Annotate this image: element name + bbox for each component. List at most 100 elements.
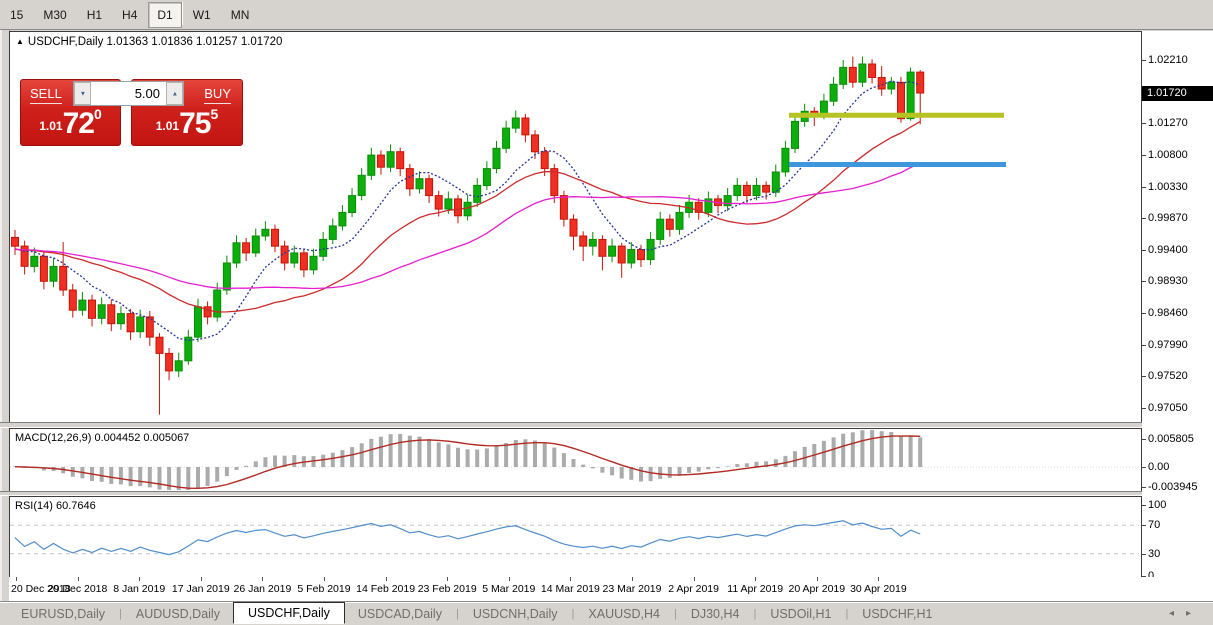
tab-separator: | [845,607,849,620]
toolbar-separator [181,2,183,25]
price-axis-label: 1.02210 [1148,54,1188,66]
tab-separator: | [455,607,459,620]
chart-ohlc-values: 1.01363 1.01836 1.01257 1.01720 [106,36,283,48]
chart-symbol-label: USDCHF,Daily [27,36,104,48]
tab-usdchf-h1[interactable]: USDCHF,H1 [862,606,933,621]
timeframe-button-mn[interactable]: MN [230,7,250,22]
rsi-label: RSI(14) 60.7646 [15,500,96,512]
date-axis-label: 2 Apr 2019 [668,583,719,595]
sell-price[interactable]: 1.01720 [21,106,120,141]
tab-usdcad-daily[interactable]: USDCAD,Daily [357,606,442,621]
timeframe-button-h1[interactable]: H1 [86,7,103,22]
price-axis-label: 0.98460 [1148,307,1188,319]
date-axis-label: 5 Mar 2019 [482,583,536,595]
date-tick [570,577,572,581]
date-tick [447,577,449,581]
tab-eurusd-daily[interactable]: EURUSD,Daily [21,606,106,621]
macd-name: MACD(12,26,9) [15,432,92,444]
rsi-plot [10,520,1139,556]
axis-tick [1142,281,1146,282]
timeframe-button-d1[interactable]: D1 [148,1,182,28]
chart-tab-bar: EURUSD,Daily | AUDUSD,Daily USDCHF,Daily USD… [0,601,1213,625]
tab-separator: | [673,607,677,620]
date-axis-label: 11 Apr 2019 [727,583,784,595]
price-chart-panel[interactable]: ▲ USDCHF,Daily 1.01363 1.01836 1.01257 1.… [9,31,1142,423]
date-tick [139,577,141,581]
axis-tick [1142,345,1146,346]
date-tick [385,577,387,581]
rsi-axis-label: 100 [1148,499,1167,511]
buy-price[interactable]: 1.01755 [132,106,242,141]
axis-tick [1142,187,1146,188]
volume-increase-button[interactable]: ▲ [166,82,183,105]
macd-plot [10,430,1139,490]
axis-tick [1142,525,1146,526]
buy-button[interactable]: BUY [204,86,231,104]
date-tick [816,577,818,581]
price-axis-label: 1.00330 [1148,181,1188,193]
axis-tick [1142,408,1146,409]
sell-price-big: 72 [62,107,95,140]
date-axis-label: 23 Feb 2019 [417,583,477,595]
price-axis[interactable]: 1.02210 1.01270 1.00800 1.00330 0.99870 0.994… [1142,31,1213,582]
tab-dj30-h4[interactable]: DJ30,H4 [690,606,740,621]
macd-label: MACD(12,26,9) 0.004452 0.005067 [15,432,189,444]
date-axis-label: 14 Mar 2019 [540,583,600,595]
date-axis-label: 23 Mar 2019 [602,583,662,595]
chevron-down-icon: ▼ [79,89,86,98]
timeframe-button-m30[interactable]: M30 [43,7,67,22]
rsi-axis-label: 0 [1148,570,1155,582]
date-axis-label: 26 Jan 2019 [233,583,292,595]
tab-usdchf-daily[interactable]: USDCHF,Daily [232,601,345,624]
date-axis[interactable]: 20 Dec 2018 29 Dec 2018 8 Jan 2019 17 Jan 2… [9,577,1213,601]
tab-usdoil-h1[interactable]: USDOil,H1 [770,606,832,621]
timeframe-button-w1[interactable]: W1 [192,7,211,22]
axis-tick [1142,554,1146,555]
axis-tick [1142,439,1146,440]
axis-tick [1142,467,1146,468]
volume-decrease-button[interactable]: ▼ [74,82,91,105]
price-axis-label: 0.99400 [1148,244,1188,256]
panel-splitter[interactable] [0,422,1213,428]
price-axis-label: 0.98930 [1148,275,1188,287]
panel-splitter[interactable] [0,491,1213,496]
axis-tick [1142,576,1146,577]
rsi-panel[interactable]: RSI(14) 60.7646 [9,496,1142,578]
scroll-right-icon[interactable]: ▸ [1185,608,1203,619]
tab-usdcnh-daily[interactable]: USDCNH,Daily [472,606,558,621]
tab-separator: | [753,607,757,620]
date-axis-label: 14 Feb 2019 [356,583,416,595]
axis-tick [1142,60,1146,61]
buy-price-big: 75 [179,107,211,140]
axis-tick [1142,487,1146,488]
tab-separator: | [119,607,122,620]
price-axis-label: 0.97520 [1148,370,1188,382]
date-axis-label: 20 Apr 2019 [788,583,846,595]
timeframe-button-15[interactable]: 15 [10,7,24,22]
axis-tick [1142,123,1146,124]
date-tick [77,577,79,581]
timeframe-button-group: 15 M30 H1 H4 D1 W1 MN [0,1,259,28]
axis-tick [1142,250,1146,251]
tab-separator: | [571,607,575,620]
macd-axis-label: 0.00 [1148,461,1170,473]
scroll-left-icon[interactable]: ◂ [1168,608,1186,619]
date-tick [508,577,510,581]
date-axis-label: 17 Jan 2019 [171,583,230,595]
tab-audusd-daily[interactable]: AUDUSD,Daily [135,606,220,621]
macd-panel[interactable]: MACD(12,26,9) 0.004452 0.005067 [9,428,1142,493]
collapse-triangle-icon[interactable]: ▲ [16,37,24,46]
volume-input[interactable] [91,82,166,105]
date-axis-label: 8 Jan 2019 [113,583,166,595]
date-tick [324,577,325,581]
buy-price-sup: 5 [210,106,219,122]
sell-price-prefix: 1.01 [39,119,63,133]
date-axis-label: 5 Feb 2019 [297,583,351,595]
date-axis-label: 29 Dec 2018 [47,583,108,595]
timeframe-button-h4[interactable]: H4 [122,7,138,22]
candlestick-chart[interactable] [10,32,1139,420]
tab-xauusd-h4[interactable]: XAUUSD,H4 [588,606,660,621]
sell-button[interactable]: SELL [30,86,62,104]
rsi-value: 60.7646 [55,500,96,512]
